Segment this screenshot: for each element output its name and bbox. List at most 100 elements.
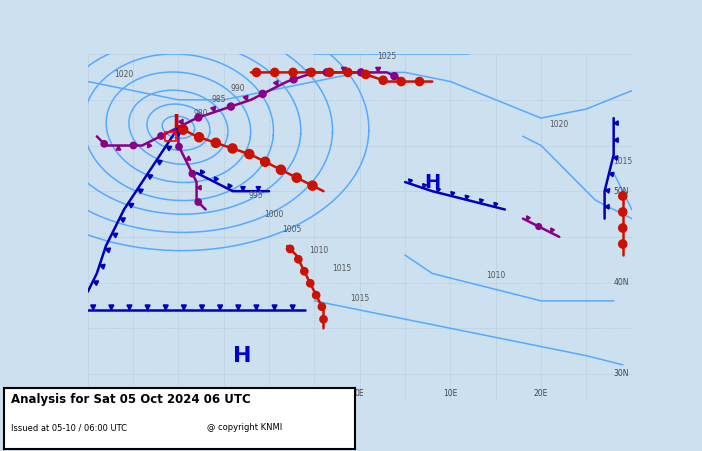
Polygon shape	[100, 264, 105, 269]
Text: 980: 980	[194, 109, 208, 118]
Polygon shape	[614, 121, 618, 125]
Polygon shape	[437, 188, 440, 193]
Circle shape	[271, 68, 279, 77]
Text: 1020: 1020	[550, 120, 569, 129]
Polygon shape	[604, 204, 609, 209]
Circle shape	[344, 68, 352, 77]
Polygon shape	[93, 281, 99, 285]
Polygon shape	[609, 172, 614, 177]
Circle shape	[416, 78, 423, 86]
Circle shape	[259, 90, 266, 97]
Polygon shape	[147, 175, 153, 179]
Polygon shape	[451, 192, 455, 196]
Text: 1010: 1010	[486, 271, 505, 280]
Polygon shape	[109, 305, 114, 310]
Circle shape	[277, 165, 286, 174]
Text: H: H	[424, 173, 440, 192]
Circle shape	[618, 240, 627, 248]
Circle shape	[307, 68, 315, 77]
Polygon shape	[306, 69, 311, 74]
Polygon shape	[494, 202, 498, 207]
Text: H: H	[232, 346, 251, 366]
Text: 985: 985	[212, 95, 227, 104]
Circle shape	[324, 69, 330, 76]
Polygon shape	[199, 305, 204, 310]
Circle shape	[131, 143, 137, 149]
Polygon shape	[145, 305, 150, 310]
Circle shape	[260, 157, 270, 166]
Circle shape	[194, 133, 204, 142]
Polygon shape	[613, 156, 618, 160]
Circle shape	[618, 224, 627, 232]
Polygon shape	[201, 170, 205, 175]
Polygon shape	[243, 96, 248, 101]
Circle shape	[245, 149, 254, 159]
Polygon shape	[341, 67, 346, 73]
Polygon shape	[197, 185, 201, 190]
Circle shape	[307, 280, 314, 287]
Text: Analysis for Sat 05 Oct 2024 06 UTC: Analysis for Sat 05 Oct 2024 06 UTC	[11, 393, 251, 406]
Polygon shape	[157, 160, 162, 165]
Text: 1015: 1015	[613, 157, 633, 166]
Text: 990: 990	[230, 84, 245, 93]
Circle shape	[397, 78, 405, 86]
Polygon shape	[91, 305, 95, 310]
Bar	[165, 132, 176, 141]
Circle shape	[253, 68, 260, 77]
Circle shape	[300, 267, 308, 275]
Circle shape	[292, 173, 301, 182]
Polygon shape	[228, 184, 232, 189]
Circle shape	[618, 192, 627, 200]
Polygon shape	[551, 228, 555, 233]
Circle shape	[101, 141, 107, 147]
Circle shape	[308, 181, 317, 190]
Text: 1015: 1015	[350, 294, 369, 303]
Text: 1000: 1000	[264, 210, 284, 219]
Text: 1020: 1020	[114, 70, 133, 79]
Circle shape	[211, 138, 220, 147]
Polygon shape	[147, 143, 152, 148]
Polygon shape	[178, 120, 183, 125]
Polygon shape	[465, 195, 469, 200]
Circle shape	[195, 114, 202, 121]
Circle shape	[295, 256, 302, 263]
Polygon shape	[127, 305, 132, 310]
Polygon shape	[272, 305, 277, 310]
Circle shape	[618, 208, 627, 216]
Text: 10E: 10E	[443, 389, 458, 398]
Circle shape	[227, 103, 234, 110]
Polygon shape	[138, 189, 143, 193]
Polygon shape	[605, 189, 610, 193]
Polygon shape	[274, 81, 278, 86]
Circle shape	[176, 143, 183, 150]
Circle shape	[357, 69, 364, 76]
Text: 1015: 1015	[332, 264, 351, 273]
Text: 995: 995	[249, 191, 263, 200]
Circle shape	[312, 291, 320, 299]
Text: 40N: 40N	[614, 278, 629, 287]
Text: 20E: 20E	[534, 389, 548, 398]
Polygon shape	[120, 218, 126, 222]
Polygon shape	[128, 203, 134, 208]
Circle shape	[379, 76, 388, 84]
Text: 1010: 1010	[310, 246, 329, 255]
Circle shape	[195, 199, 201, 205]
Polygon shape	[614, 138, 618, 143]
Polygon shape	[236, 305, 241, 310]
Text: 1005: 1005	[282, 225, 301, 234]
Polygon shape	[423, 184, 427, 188]
Polygon shape	[409, 179, 413, 184]
Circle shape	[326, 68, 333, 77]
Text: L: L	[172, 113, 185, 132]
Polygon shape	[256, 187, 260, 191]
Polygon shape	[376, 67, 380, 73]
Polygon shape	[164, 305, 168, 310]
Circle shape	[290, 76, 297, 83]
Polygon shape	[117, 146, 121, 150]
Polygon shape	[174, 129, 178, 134]
Polygon shape	[181, 305, 186, 310]
Circle shape	[190, 170, 196, 177]
Circle shape	[320, 316, 327, 323]
Text: 50N: 50N	[614, 187, 629, 196]
Polygon shape	[166, 146, 172, 151]
